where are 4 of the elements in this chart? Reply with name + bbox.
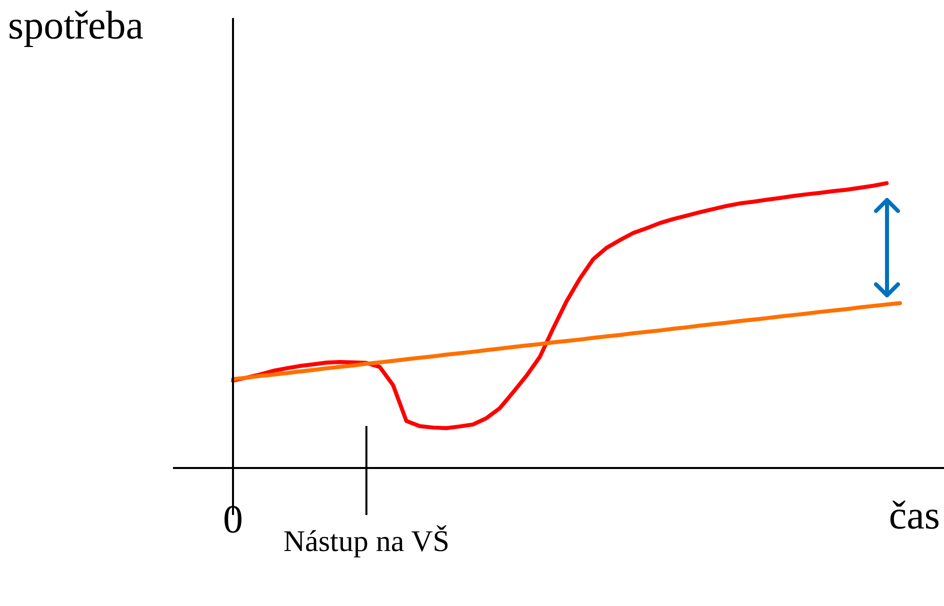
x-tick-label: Nástup na VŠ	[283, 524, 450, 558]
x-tick-label: 0	[223, 496, 243, 542]
y-axis-title: spotřeba	[8, 2, 144, 48]
x-axis-title: čas	[888, 492, 940, 538]
